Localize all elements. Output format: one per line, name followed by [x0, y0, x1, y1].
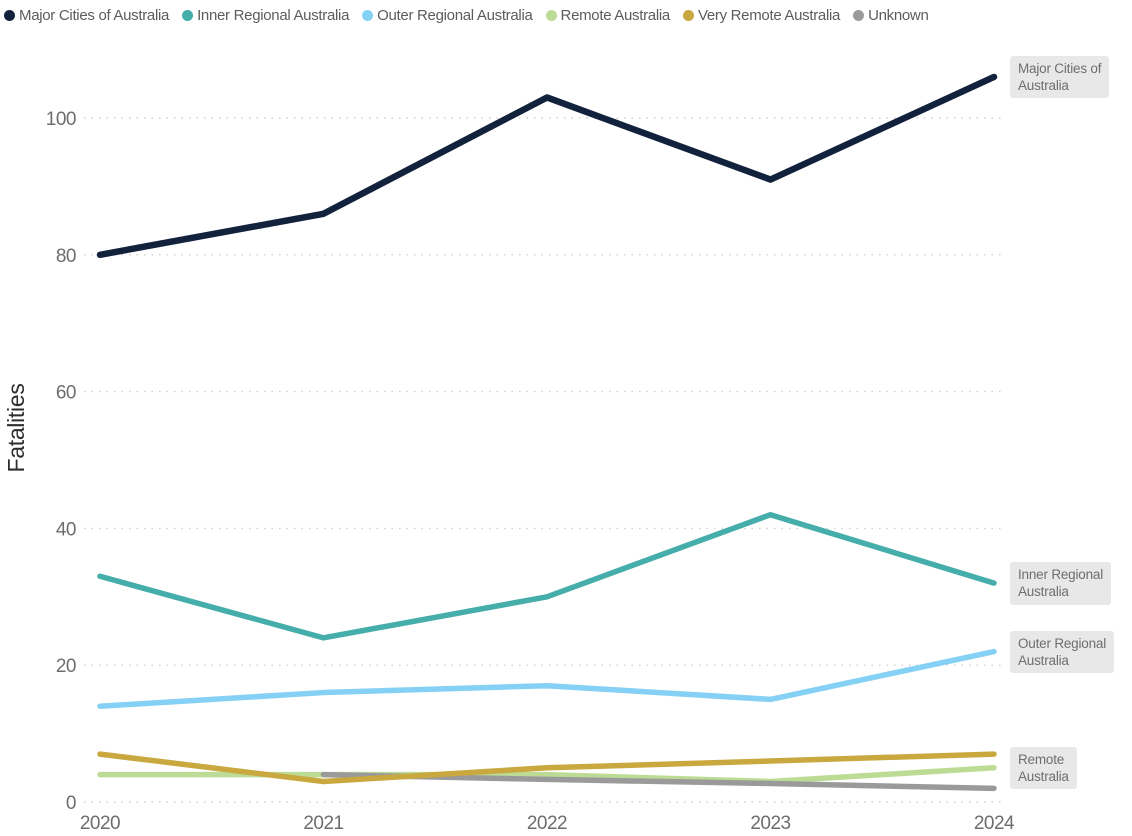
x-tick-label-2023: 2023 — [750, 813, 790, 834]
legend-swatch-icon — [4, 10, 15, 21]
series-label-line: Australia — [1018, 769, 1069, 785]
series-label-line: Outer Regional — [1018, 635, 1107, 651]
x-tick-label-2020: 2020 — [80, 813, 120, 834]
legend-item-major-cities-of-australia[interactable]: Major Cities of Australia — [4, 7, 169, 24]
series-label-line: Major Cities of — [1018, 60, 1102, 76]
y-tick-label-20: 20 — [56, 656, 76, 677]
y-tick-label-60: 60 — [56, 383, 76, 404]
series-label-remote-australia: Remote Australia — [1010, 746, 1077, 790]
legend-label: Inner Regional Australia — [197, 7, 350, 24]
x-tick-label-2021: 2021 — [303, 813, 343, 834]
plot-area: Fatalities 0 20 40 60 80 100 2020 2021 2022 2023 2… — [0, 40, 1132, 836]
series-line-major-cities-of-australia — [96, 73, 998, 259]
legend-label: Unknown — [868, 7, 929, 24]
legend-swatch-icon — [853, 10, 865, 21]
legend-item-remote-australia[interactable]: Remote Australia — [545, 7, 671, 24]
y-tick-label-40: 40 — [56, 519, 76, 540]
series-label-line: Australia — [1018, 78, 1069, 94]
chart-legend: Major Cities of Australia Inner Regional … — [4, 7, 1130, 24]
legend-label: Remote Australia — [560, 7, 671, 24]
legend-item-very-remote-australia[interactable]: Very Remote Australia — [682, 7, 841, 24]
series-label-outer-regional-australia: Outer Regional Australia — [1010, 630, 1115, 674]
series-label-line: Australia — [1018, 584, 1069, 600]
series-label-major-cities-of-australia: Major Cities of Australia — [1010, 55, 1110, 99]
y-tick-label-100: 100 — [46, 109, 76, 130]
series-label-line: Remote — [1018, 751, 1065, 767]
series-line-very-remote-australia — [97, 751, 997, 785]
legend-label: Outer Regional Australia — [377, 7, 533, 24]
series-label-line: Australia — [1018, 652, 1069, 668]
legend-swatch-icon — [682, 10, 694, 21]
legend-label: Major Cities of Australia — [19, 7, 170, 24]
series-label-inner-regional-australia: Inner Regional Australia — [1010, 562, 1112, 605]
legend-swatch-icon — [362, 10, 374, 21]
series-line-outer-regional-australia — [97, 648, 997, 709]
legend-item-inner-regional-australia[interactable]: Inner Regional Australia — [182, 7, 349, 24]
legend-swatch-icon — [182, 10, 194, 21]
x-tick-label-2024: 2024 — [974, 813, 1015, 834]
y-axis-title: Fatalities — [3, 383, 29, 472]
y-tick-label-0: 0 — [66, 793, 76, 814]
legend-item-unknown[interactable]: Unknown — [853, 7, 929, 24]
legend-swatch-icon — [545, 10, 557, 21]
series-line-inner-regional-australia — [97, 511, 997, 641]
line-chart: Fatalities 0 20 40 60 80 100 2020 2021 2022 2023 2… — [3, 73, 1016, 834]
series-label-line: Inner Regional — [1018, 567, 1104, 583]
legend-label: Very Remote Australia — [697, 7, 841, 24]
legend-item-outer-regional-australia[interactable]: Outer Regional Australia — [362, 7, 533, 24]
x-tick-label-2022: 2022 — [527, 813, 567, 834]
y-tick-label-80: 80 — [56, 246, 76, 267]
